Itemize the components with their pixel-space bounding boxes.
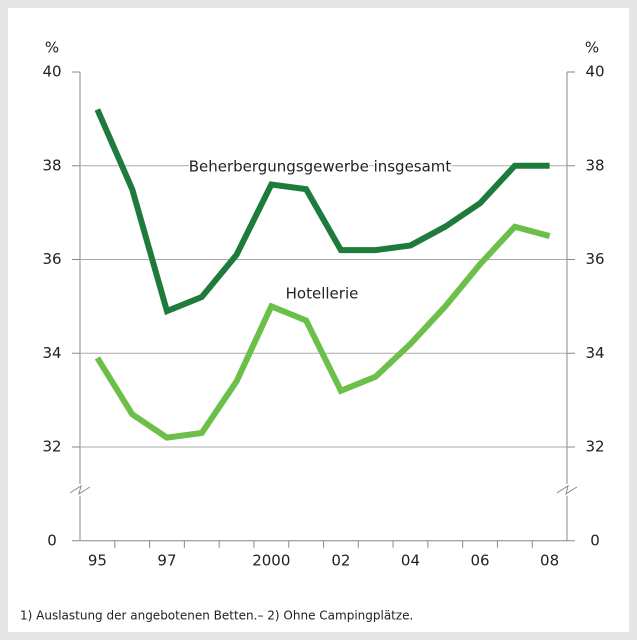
x-tick-label: 04 xyxy=(401,551,420,569)
x-tick-label: 95 xyxy=(88,551,107,569)
y-unit: % xyxy=(45,39,59,57)
y2-tick-label: 36 xyxy=(585,250,604,268)
series-label: Beherbergungsgewerbe insgesamt xyxy=(189,158,452,176)
series-label: Hotellerie xyxy=(286,285,359,303)
y2-tick-label: 38 xyxy=(585,156,604,174)
y2-tick-label: 40 xyxy=(585,63,604,81)
y2-tick-label: 32 xyxy=(585,438,604,456)
frame xyxy=(8,8,629,632)
x-tick-label: 02 xyxy=(331,551,350,569)
y-tick-label: 38 xyxy=(42,156,61,174)
y-tick-label: 32 xyxy=(42,438,61,456)
series-line xyxy=(94,223,551,441)
y2-unit: % xyxy=(585,39,599,57)
x-tick-label: 2000 xyxy=(252,551,290,569)
series-line xyxy=(94,108,550,316)
y-tick-label: 34 xyxy=(42,344,61,362)
y-tick-label: 0 xyxy=(47,531,57,549)
footnote: 1) Auslastung der angebotenen Betten.– 2… xyxy=(20,609,413,623)
axis-break xyxy=(556,484,578,495)
y-tick-label: 40 xyxy=(42,63,61,81)
x-tick-label: 06 xyxy=(470,551,489,569)
y-tick-label: 36 xyxy=(42,250,61,268)
axis-break xyxy=(69,484,91,495)
x-tick-label: 08 xyxy=(540,551,559,569)
y2-tick-label: 0 xyxy=(590,531,600,549)
y2-tick-label: 34 xyxy=(585,344,604,362)
x-tick-label: 97 xyxy=(157,551,176,569)
